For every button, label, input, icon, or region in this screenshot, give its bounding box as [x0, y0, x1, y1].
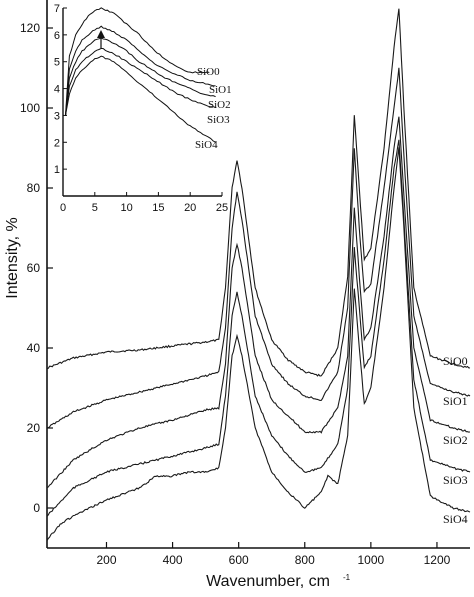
inset-y-tick-label-6: 6 [54, 30, 60, 42]
inset-x-tick-label-5: 5 [92, 202, 98, 214]
series-label-sio4: SiO4 [443, 512, 468, 526]
inset-x-ticks: 0 5 10 15 20 25 [60, 192, 228, 214]
inset-label-sio0: SiO0 [197, 66, 220, 78]
y-tick-label-80: 80 [27, 181, 41, 195]
inset-x-tick-label-25: 25 [216, 202, 228, 214]
inset-series-line-sio1 [65, 25, 216, 116]
x-axis-title-superscript: -1 [343, 573, 351, 582]
y-tick-label-20: 20 [27, 421, 41, 435]
main-series-line-sio2 [46, 116, 471, 489]
series-label-sio1: SiO1 [443, 394, 468, 408]
x-tick-label-200: 200 [96, 553, 116, 567]
inset-x-tick-label-20: 20 [184, 202, 196, 214]
inset-plot-area: 1 2 3 4 5 6 7 0 5 10 15 20 25 SiO0 SiO1 SiO2 SiO3 S… [54, 3, 232, 214]
inset-label-sio3: SiO3 [207, 114, 230, 126]
x-axis-title: Wavenumber, cm [206, 573, 330, 590]
inset-x-tick-label-10: 10 [120, 202, 132, 214]
inset-label-sio1: SiO1 [209, 84, 232, 96]
series-label-sio3: SiO3 [443, 473, 468, 487]
x-tick-label-600: 600 [229, 553, 249, 567]
x-tick-label-800: 800 [295, 553, 315, 567]
inset-series-line-sio0 [65, 7, 210, 116]
main-series-line-sio0 [46, 8, 471, 377]
inset-arrow-head [97, 30, 105, 38]
inset-y-tick-label-4: 4 [54, 84, 60, 96]
main-y-ticks: 0 20 40 60 80 100 120 [20, 21, 53, 515]
inset-series-group [65, 7, 216, 143]
main-series-group [46, 8, 471, 541]
y-tick-label-60: 60 [27, 261, 41, 275]
inset-y-tick-label-5: 5 [54, 57, 60, 69]
y-tick-label-100: 100 [20, 101, 40, 115]
series-label-sio2: SiO2 [443, 433, 468, 447]
inset-x-tick-label-0: 0 [60, 202, 66, 214]
inset-x-tick-label-15: 15 [152, 202, 164, 214]
inset-series-line-sio3 [65, 47, 216, 116]
x-tick-label-1200: 1200 [424, 553, 451, 567]
y-axis-title: Intensity, % [4, 217, 21, 299]
x-tick-label-400: 400 [163, 553, 183, 567]
inset-series-line-sio4 [65, 55, 216, 143]
inset-label-sio4: SiO4 [195, 139, 218, 151]
inset-y-tick-label-7: 7 [54, 3, 60, 15]
inset-y-tick-label-1: 1 [54, 164, 60, 176]
inset-label-sio2: SiO2 [208, 99, 231, 111]
y-tick-label-40: 40 [27, 341, 41, 355]
y-tick-label-0: 0 [33, 501, 40, 515]
main-x-ticks: 200 400 600 800 1000 1200 [96, 542, 451, 567]
series-label-sio0: SiO0 [443, 354, 468, 368]
inset-y-ticks: 1 2 3 4 5 6 7 [54, 3, 67, 176]
inset-y-tick-label-3: 3 [54, 110, 60, 122]
inset-y-tick-label-2: 2 [54, 137, 60, 149]
main-series-line-sio1 [46, 67, 471, 429]
main-series-line-sio4 [46, 147, 471, 541]
x-tick-label-1000: 1000 [358, 553, 385, 567]
inset-series-line-sio2 [65, 37, 216, 116]
y-tick-label-120: 120 [20, 21, 40, 35]
